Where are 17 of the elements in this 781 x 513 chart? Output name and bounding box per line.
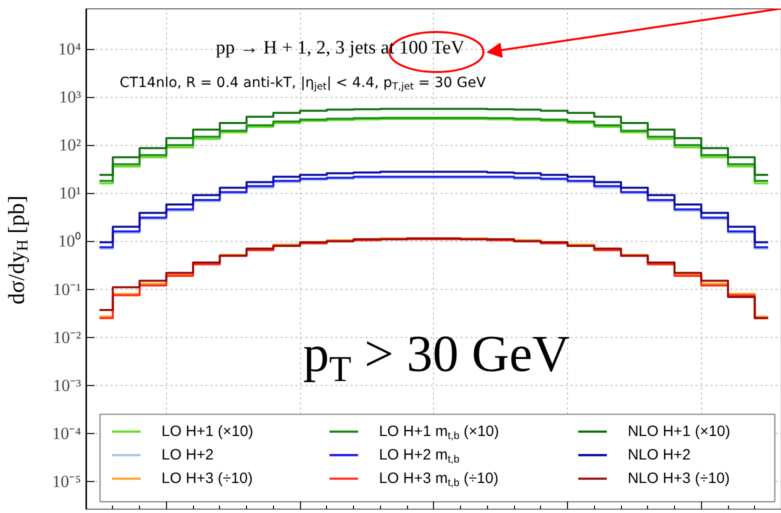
y-tick-label: 10⁰ — [58, 232, 82, 251]
y-axis-title: dσ/dyH [pb] — [4, 195, 32, 304]
y-tick-label: 10⁻⁵ — [52, 472, 82, 491]
y-tick-label: 10⁴ — [58, 40, 82, 59]
y-tick-label: 10⁻³ — [52, 376, 82, 395]
y-tick-label: 10⁻¹ — [52, 280, 82, 299]
y-tick-label: 10⁻⁴ — [52, 424, 82, 443]
legend-label: LO H+2 — [162, 446, 214, 464]
y-tick-label: 10¹ — [58, 184, 82, 203]
legend-label: NLO H+2 — [628, 446, 691, 464]
y-tick-label: 10² — [58, 136, 82, 155]
legend-label: LO H+1 (×10) — [162, 423, 254, 440]
legend-label: NLO H+3 (÷10) — [628, 470, 730, 488]
y-tick-label: 10³ — [58, 88, 82, 107]
y-tick-label: 10⁻² — [52, 328, 82, 347]
legend-label: LO H+3 (÷10) — [162, 470, 253, 488]
legend-label: NLO H+1 (×10) — [628, 423, 730, 440]
